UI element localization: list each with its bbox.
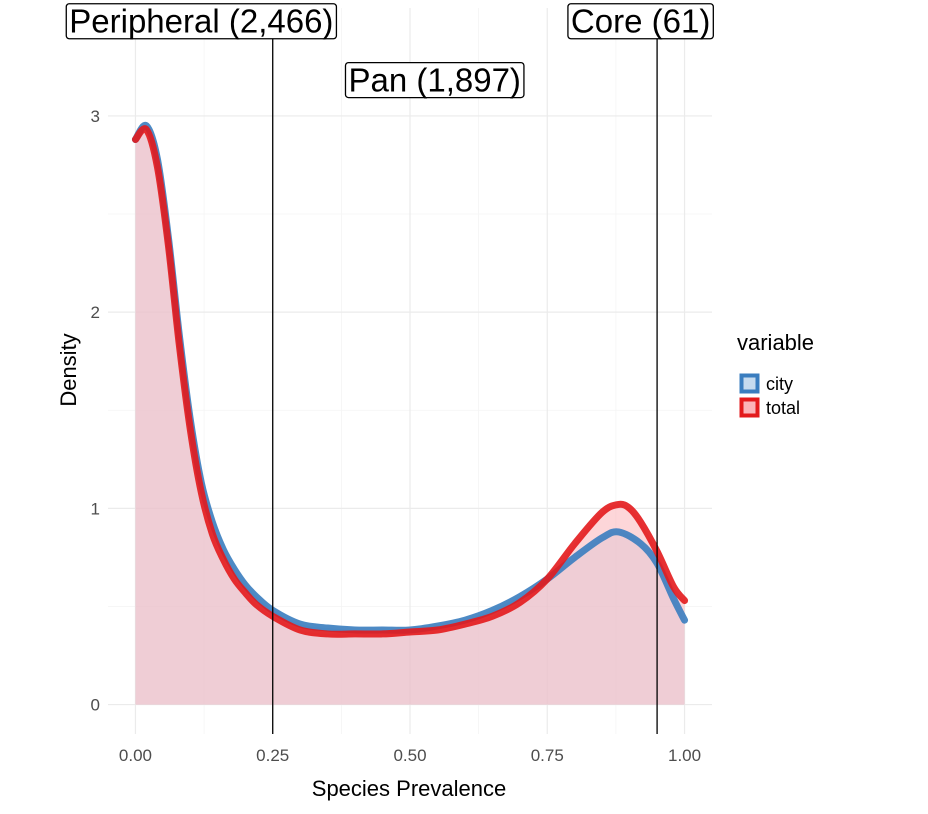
- x-tick-label: 1.00: [668, 746, 701, 765]
- x-axis-title: Species Prevalence: [312, 776, 506, 801]
- annotation-0: Peripheral (2,466): [65, 3, 338, 40]
- y-axis-ticks: 0 1 2 3: [91, 107, 100, 715]
- legend-label-total: total: [766, 398, 800, 418]
- y-tick-label: 2: [91, 303, 100, 322]
- y-tick-label: 3: [91, 107, 100, 126]
- annotation-box: [65, 3, 338, 40]
- annotation-label: Core (61): [571, 3, 710, 40]
- legend-item-total: total: [739, 397, 800, 418]
- annotation-2: Core (61): [567, 3, 714, 40]
- legend-item-city: city: [739, 373, 793, 394]
- legend-key-city: [739, 373, 760, 394]
- y-tick-label: 0: [91, 696, 100, 715]
- legend-title: variable: [737, 330, 814, 355]
- x-tick-label: 0.50: [393, 746, 426, 765]
- legend-key-total: [739, 397, 760, 418]
- y-tick-label: 1: [91, 499, 100, 518]
- density-lines: [131, 121, 689, 638]
- legend-label-city: city: [766, 374, 793, 394]
- y-axis-title: Density: [56, 333, 81, 406]
- legend: variable city total: [737, 330, 814, 418]
- annotation-1: Pan (1,897): [344, 61, 525, 99]
- x-axis-ticks: 0.00 0.25 0.50 0.75 1.00: [119, 746, 701, 765]
- annotation-box: [344, 61, 525, 99]
- area-total: [135, 128, 685, 705]
- x-tick-label: 0.25: [256, 746, 289, 765]
- line-total: [131, 125, 689, 638]
- threshold-lines: [272, 8, 658, 734]
- x-tick-label: 0.00: [119, 746, 152, 765]
- annotation-box: [567, 3, 714, 40]
- density-areas: [135, 125, 685, 705]
- annotation-label: Peripheral (2,466): [69, 3, 333, 40]
- annotation-label: Pan (1,897): [348, 62, 520, 99]
- category-annotations: Peripheral (2,466) Pan (1,897) Core (61): [65, 3, 714, 99]
- x-tick-label: 0.75: [531, 746, 564, 765]
